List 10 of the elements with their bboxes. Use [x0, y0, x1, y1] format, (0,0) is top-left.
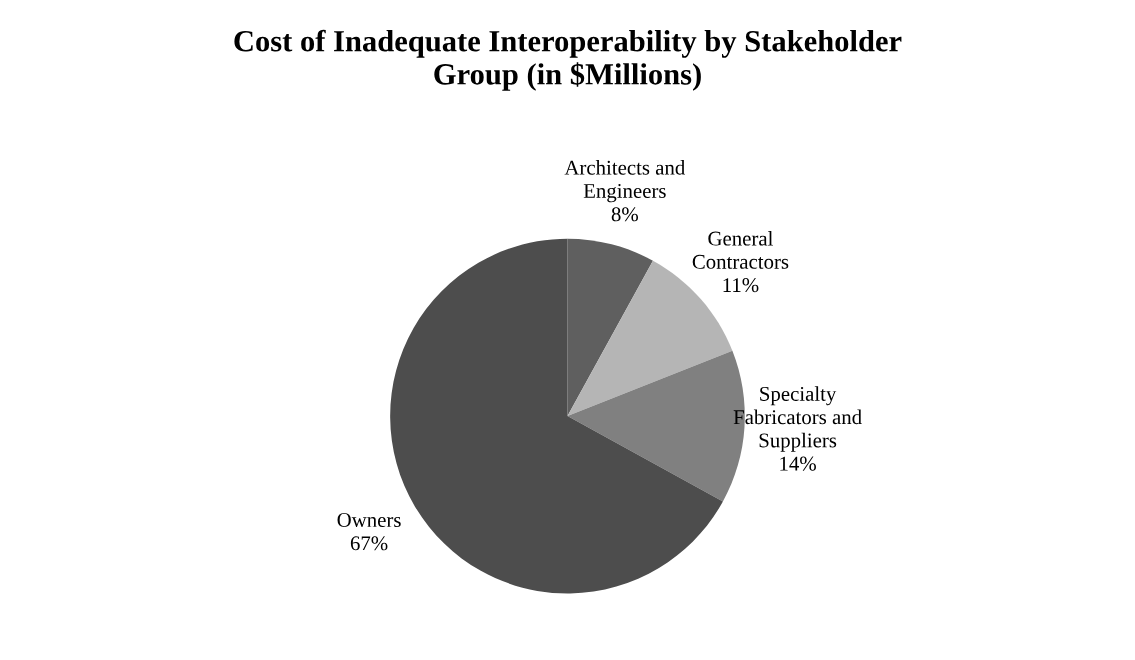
chart-title: Cost of Inadequate Interoperability by Stakeholder Group (in $Millions): [234, 29, 902, 91]
slice-label: General Contractors: [692, 230, 789, 269]
data-label: 14%: [780, 456, 816, 471]
slice-label: Owners: [337, 513, 401, 528]
pie-slice: [567, 238, 653, 417]
data-label: 8%: [611, 207, 639, 222]
data-label: 67%: [350, 536, 388, 551]
data-label: 11%: [723, 278, 759, 293]
slice-label: Architects and Engineers: [564, 160, 686, 203]
slice-label: Specialty Fabricators and Suppliers: [733, 386, 862, 452]
